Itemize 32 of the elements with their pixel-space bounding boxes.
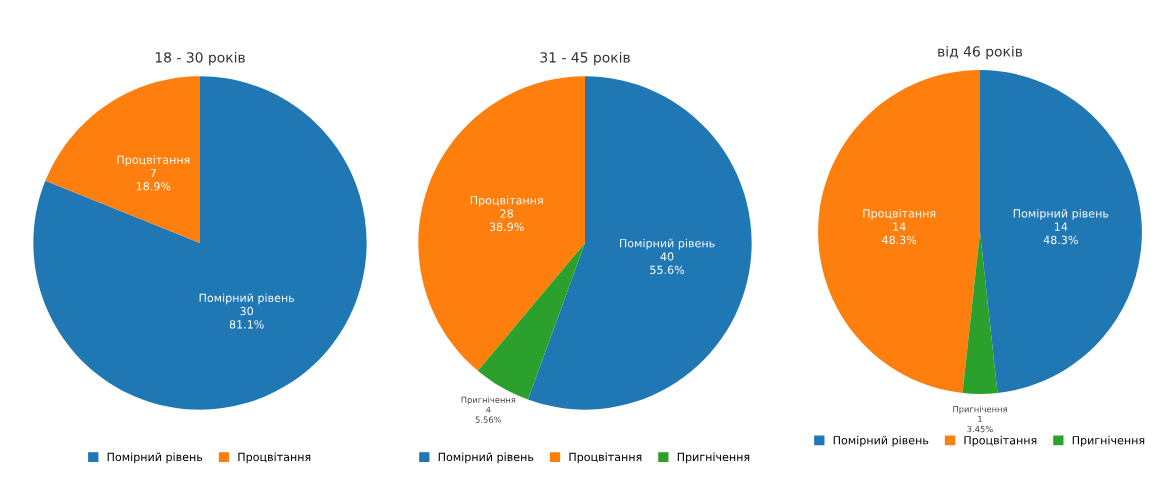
legend-label: Пригнічення xyxy=(677,452,750,464)
legend-label: Процвітання xyxy=(964,435,1037,447)
data-label: 7 18.9% xyxy=(136,168,171,191)
slice-label: Процвітання xyxy=(863,208,936,220)
pie-slice xyxy=(980,70,1142,393)
slice-label: Помірний рівень xyxy=(620,238,715,250)
legend-label: Помірний рівень xyxy=(107,452,203,464)
slice-label: Процвітання xyxy=(470,195,543,207)
chart-title: 31 - 45 років xyxy=(540,51,630,66)
slice-label: Пригнічення xyxy=(461,396,516,405)
pie-slice xyxy=(33,76,367,410)
data-label: 14 48.3% xyxy=(882,222,917,245)
data-label: 28 38.9% xyxy=(489,209,524,232)
legend-label: Процвітання xyxy=(238,452,311,464)
data-label: 40 55.6% xyxy=(650,252,685,274)
chart-title: від 46 років xyxy=(938,45,1023,60)
slice-label: Помірний рівень xyxy=(1013,208,1109,220)
data-label: 30 81.1% xyxy=(229,306,264,329)
pie-slice xyxy=(45,76,200,243)
data-label: 1 3.45% xyxy=(967,416,993,433)
pie-slice xyxy=(818,70,980,393)
legend-label: Процвітання xyxy=(569,452,642,464)
slice-label: Помірний рівень xyxy=(199,293,295,305)
legend-label: Помірний рівень xyxy=(438,452,534,464)
legend-label: Помірний рівень xyxy=(833,435,929,447)
data-label: 4 5.56% xyxy=(475,406,502,423)
slice-label: Процвітання xyxy=(117,155,190,167)
legend-label: Пригнічення xyxy=(1072,435,1145,447)
slice-label: Пригнічення xyxy=(953,405,1007,414)
pie-slice xyxy=(418,76,585,371)
chart-title: 18 - 30 років xyxy=(155,51,245,66)
data-label: 14 48.3% xyxy=(1043,222,1078,245)
